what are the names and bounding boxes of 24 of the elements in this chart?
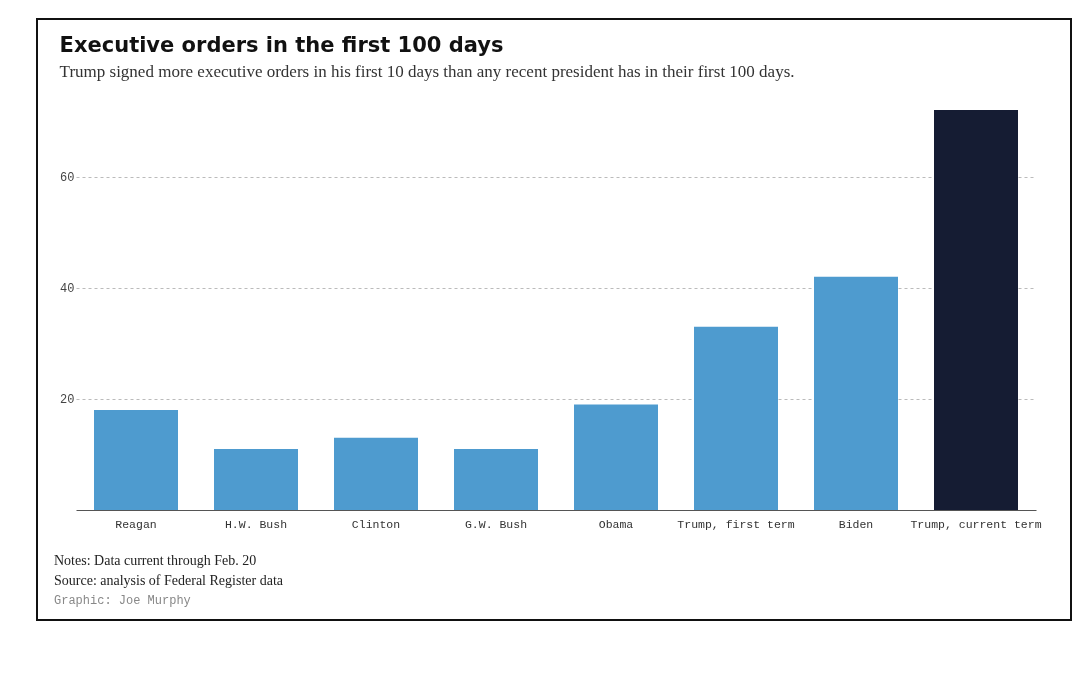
source-note: Source: analysis of Federal Register data [54,572,284,590]
bar [454,448,538,510]
y-tick-label: 60 [60,171,75,186]
bar [214,448,298,510]
x-tick-label: Clinton [351,517,401,531]
x-tick-label: Trump, first term [677,517,795,531]
bar [934,110,1018,510]
y-tick-label: 20 [60,393,75,408]
bar [574,404,658,510]
x-tick-label: Trump, current term [910,517,1042,531]
text: Graphic: Joe Murphy [54,593,192,610]
bar [334,437,418,510]
x-tick-label: Reagan [115,517,157,531]
x-tick-label: G.W. Bush [464,517,528,531]
x-tick-label: H.W. Bush [224,517,288,531]
chart-subtitle: Trump signed more executive orders in his first 10 days than any recent president has in their first 100 days. [59,62,795,81]
bar [694,326,778,510]
x-tick-label: Obama [598,517,634,531]
chart-title: Executive orders in the first 100 days [59,33,504,57]
text: Notes: Data current through Feb. 20 [54,552,258,570]
y-tick-label: 40 [60,282,75,297]
bar [814,276,898,510]
x-tick-label: Biden [838,517,874,531]
bar [94,410,178,510]
